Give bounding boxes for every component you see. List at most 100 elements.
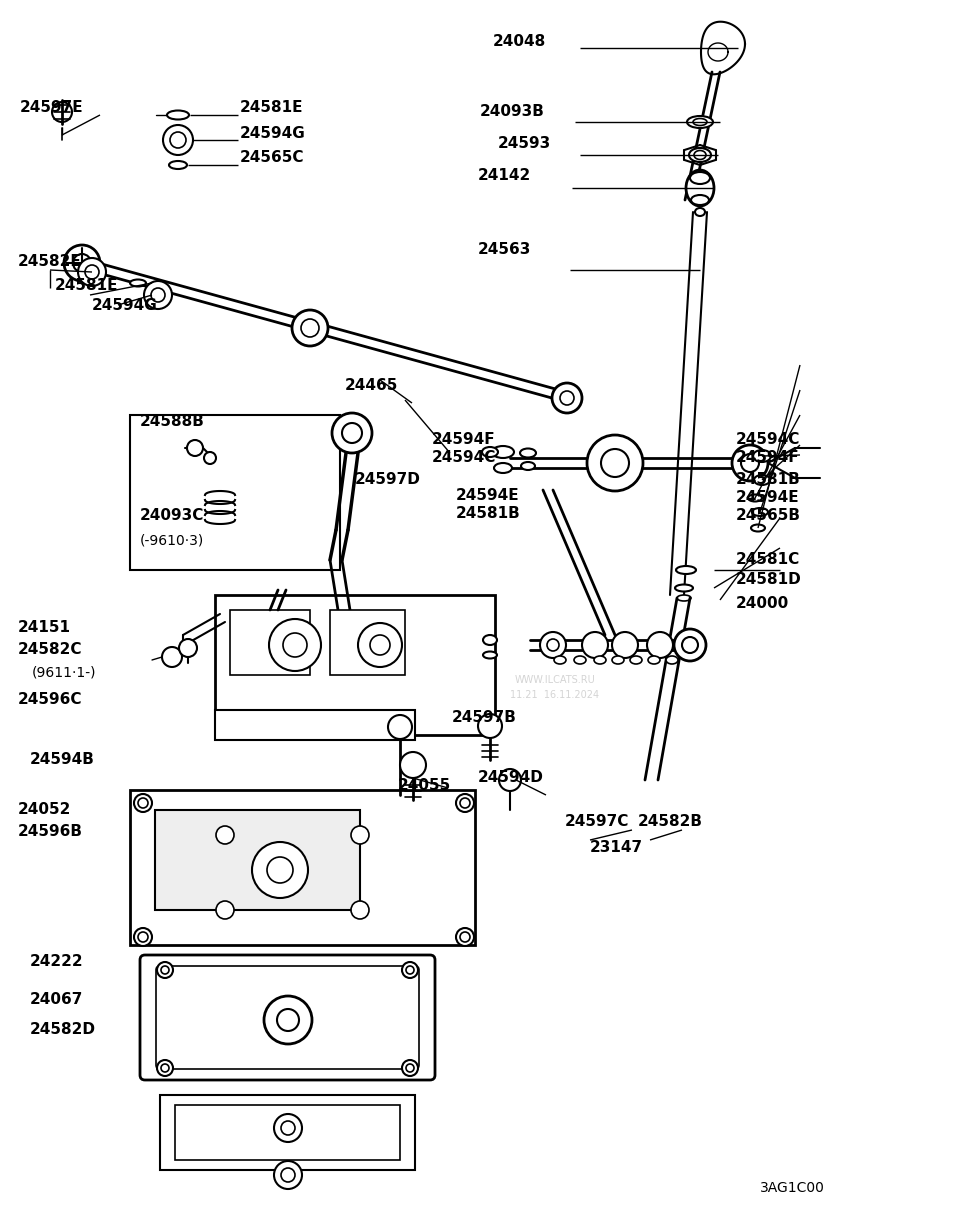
Text: 24594C: 24594C	[736, 432, 801, 448]
Circle shape	[264, 996, 312, 1044]
Circle shape	[138, 932, 148, 943]
Text: 24582C: 24582C	[18, 643, 83, 657]
Circle shape	[78, 258, 106, 286]
Ellipse shape	[690, 172, 710, 184]
Circle shape	[134, 794, 152, 812]
Bar	[215, 595, 495, 734]
Ellipse shape	[754, 476, 770, 485]
Circle shape	[252, 842, 308, 898]
Text: 24093B: 24093B	[480, 104, 545, 120]
Text: 24594F: 24594F	[736, 450, 800, 466]
Circle shape	[52, 102, 72, 122]
Text: 24594C: 24594C	[432, 450, 496, 466]
Circle shape	[134, 928, 152, 946]
Circle shape	[587, 436, 643, 491]
Circle shape	[283, 633, 307, 657]
Circle shape	[560, 391, 574, 405]
Text: 24597B: 24597B	[452, 710, 516, 726]
Ellipse shape	[169, 161, 187, 169]
Circle shape	[460, 932, 470, 943]
Text: (9611·1-): (9611·1-)	[32, 666, 97, 679]
Text: 24000: 24000	[736, 595, 789, 611]
FancyBboxPatch shape	[156, 966, 419, 1068]
Ellipse shape	[687, 116, 713, 128]
Ellipse shape	[574, 656, 586, 664]
Circle shape	[741, 454, 759, 472]
Circle shape	[179, 639, 197, 657]
Circle shape	[274, 1162, 302, 1189]
Text: 24048: 24048	[493, 35, 546, 50]
Text: 24581C: 24581C	[736, 553, 801, 567]
Circle shape	[351, 826, 369, 845]
Circle shape	[406, 966, 414, 974]
Ellipse shape	[752, 508, 768, 515]
Text: 24594B: 24594B	[30, 753, 95, 767]
Text: 24055: 24055	[398, 778, 451, 793]
Text: 24581E: 24581E	[240, 100, 303, 115]
Bar	[155, 809, 360, 910]
Ellipse shape	[612, 656, 624, 664]
Circle shape	[478, 714, 502, 738]
Text: 24593: 24593	[498, 136, 551, 150]
Circle shape	[682, 636, 698, 653]
Circle shape	[157, 962, 173, 978]
Text: 24596C: 24596C	[18, 692, 83, 708]
Text: 24565B: 24565B	[736, 508, 801, 524]
Ellipse shape	[648, 656, 660, 664]
Circle shape	[582, 632, 608, 658]
Circle shape	[170, 132, 186, 148]
Circle shape	[281, 1168, 295, 1182]
Circle shape	[332, 413, 372, 453]
Circle shape	[647, 632, 673, 658]
Circle shape	[161, 966, 169, 974]
Text: 3AG1C00: 3AG1C00	[760, 1181, 825, 1195]
Circle shape	[292, 310, 328, 346]
Ellipse shape	[693, 119, 707, 126]
Text: 24596B: 24596B	[18, 824, 83, 840]
Circle shape	[162, 647, 182, 667]
Ellipse shape	[130, 280, 146, 287]
Text: 24594E: 24594E	[456, 488, 519, 502]
Text: 24465: 24465	[345, 378, 398, 392]
Circle shape	[216, 901, 234, 920]
Bar	[175, 1105, 400, 1160]
Ellipse shape	[666, 656, 678, 664]
Circle shape	[674, 629, 706, 661]
Text: 24581D: 24581D	[736, 572, 802, 588]
Circle shape	[400, 751, 426, 778]
Text: 24597C: 24597C	[565, 814, 630, 830]
Circle shape	[161, 1064, 169, 1072]
Circle shape	[277, 1009, 299, 1031]
Bar	[160, 1095, 415, 1170]
Text: (-9610·3): (-9610·3)	[140, 532, 204, 547]
Ellipse shape	[494, 463, 512, 473]
Text: 24594G: 24594G	[240, 126, 305, 140]
Ellipse shape	[676, 566, 696, 574]
Text: 23147: 23147	[590, 840, 643, 854]
Circle shape	[216, 826, 234, 845]
Ellipse shape	[630, 656, 642, 664]
Text: 24142: 24142	[478, 167, 531, 183]
Text: 24151: 24151	[18, 621, 71, 635]
Ellipse shape	[753, 450, 771, 462]
Text: 24594D: 24594D	[478, 771, 544, 785]
Ellipse shape	[167, 110, 189, 120]
Text: 24563: 24563	[478, 242, 532, 258]
Circle shape	[151, 288, 165, 302]
Text: 24588B: 24588B	[140, 415, 204, 430]
Ellipse shape	[554, 656, 566, 664]
Circle shape	[732, 445, 768, 482]
Text: 24594E: 24594E	[736, 490, 800, 506]
Circle shape	[157, 1060, 173, 1076]
Circle shape	[402, 1060, 418, 1076]
Circle shape	[204, 453, 216, 463]
Circle shape	[358, 623, 402, 667]
Bar	[330, 610, 405, 675]
Circle shape	[269, 620, 321, 672]
Ellipse shape	[694, 150, 706, 160]
Text: WWW.ILCATS.RU: WWW.ILCATS.RU	[515, 675, 595, 685]
Text: 24581B: 24581B	[456, 506, 520, 520]
Text: 24581E: 24581E	[55, 277, 118, 293]
Circle shape	[612, 632, 638, 658]
Circle shape	[406, 1064, 414, 1072]
